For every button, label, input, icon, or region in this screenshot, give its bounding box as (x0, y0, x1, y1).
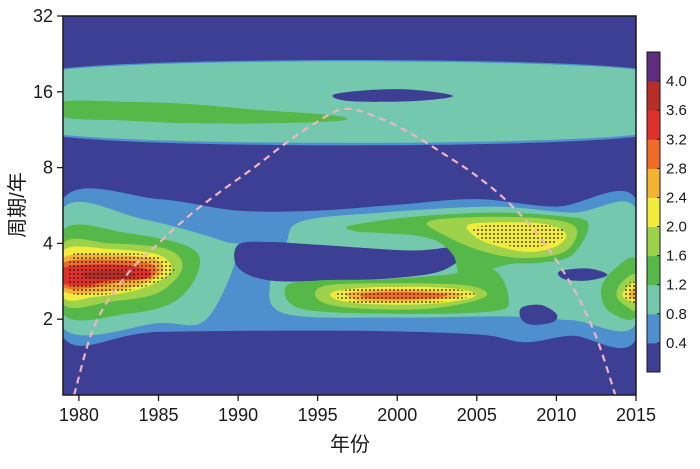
significance-region-0 (68, 250, 175, 297)
contour-region-25 (557, 268, 608, 281)
colorbar-swatch-2 (647, 284, 660, 315)
colorbar-border (646, 51, 661, 373)
colorbar-label-2.8: 2.8 (666, 160, 687, 177)
significance-region-1 (334, 286, 475, 305)
y-tick-label-8: 8 (43, 158, 53, 178)
x-tick-label-2005: 2005 (457, 405, 497, 425)
colorbar-swatch-1 (647, 313, 660, 344)
x-axis: 1980 1985 1990 1995 2000 2005 2010 2015 (59, 395, 656, 425)
x-axis-title: 年份 (330, 433, 370, 456)
y-axis: 2 4 8 16 32 (33, 6, 63, 329)
colorbar-swatch-10 (647, 52, 660, 82)
colorbar-swatch-0 (647, 342, 660, 373)
colorbar-label-1.2: 1.2 (666, 277, 687, 294)
x-tick-label-1995: 1995 (298, 405, 338, 425)
colorbar-swatch-4 (647, 226, 660, 257)
contour-region-8 (234, 241, 470, 282)
colorbar: 0.4 0.8 1.2 1.6 2.0 2.4 2.8 3.2 3.6 4.0 (646, 51, 687, 373)
colorbar-label-0.8: 0.8 (666, 306, 687, 323)
x-tick-label-1985: 1985 (138, 405, 178, 425)
contour-region-2 (332, 89, 453, 102)
y-tick-label-16: 16 (33, 82, 53, 102)
colorbar-label-3.6: 3.6 (666, 102, 687, 119)
colorbar-swatch-8 (647, 110, 660, 140)
y-tick-label-32: 32 (33, 6, 53, 26)
y-tick-label-2: 2 (43, 309, 53, 329)
significance-region-3 (624, 281, 636, 304)
colorbar-swatch-6 (647, 168, 660, 198)
coi-line (73, 107, 617, 395)
y-tick-label-4: 4 (43, 233, 53, 253)
x-tick-label-2000: 2000 (377, 405, 417, 425)
colorbar-label-4.0: 4.0 (666, 73, 687, 90)
colorbar-label-2.0: 2.0 (666, 219, 687, 236)
x-tick-label-1990: 1990 (218, 405, 258, 425)
plot-frame (62, 15, 637, 396)
x-tick-label-2015: 2015 (616, 405, 656, 425)
x-tick-label-2010: 2010 (536, 405, 576, 425)
colorbar-label-3.2: 3.2 (666, 131, 687, 148)
colorbar-label-1.6: 1.6 (666, 248, 687, 265)
colorbar-swatch-7 (647, 139, 660, 169)
contour-region-24 (519, 304, 558, 325)
plot-border (62, 15, 637, 396)
y-axis-title: 周期/年 (6, 172, 29, 238)
colorbar-swatch-3 (647, 255, 660, 286)
colorbar-swatch-9 (647, 81, 660, 111)
x-tick-label-1980: 1980 (59, 405, 99, 425)
colorbar-label-0.4: 0.4 (666, 335, 687, 352)
colorbar-label-2.4: 2.4 (666, 189, 687, 206)
contour-region-3 (63, 100, 348, 124)
colorbar-swatch-5 (647, 197, 660, 228)
cone-of-influence (73, 107, 617, 395)
